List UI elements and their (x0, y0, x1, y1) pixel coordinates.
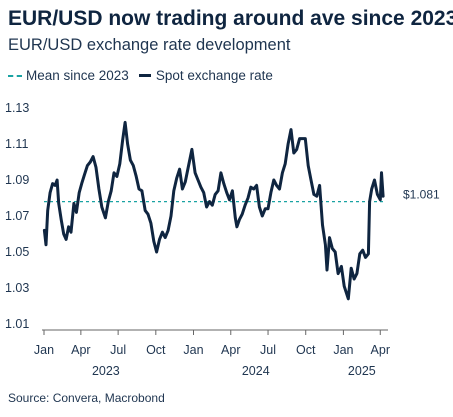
x-tick-label: Oct (146, 343, 166, 357)
mean-value-label: $1.081 (403, 188, 440, 202)
x-year-label: 2024 (242, 364, 270, 378)
x-tick-label: Jan (333, 343, 353, 357)
chart-title: EUR/USD now trading around ave since 202… (8, 7, 453, 30)
x-tick-label: Jan (34, 343, 54, 357)
y-tick-label: 1.03 (5, 281, 29, 295)
legend: Mean since 2023 Spot exchange rate (8, 68, 273, 83)
legend-swatch-mean (8, 74, 22, 77)
y-tick-label: 1.09 (5, 173, 29, 187)
x-year-label: 2023 (92, 364, 120, 378)
x-tick-label: Apr (371, 343, 390, 357)
source-note: Source: Convera, Macrobond (8, 391, 165, 405)
series-line-spot (42, 120, 385, 301)
legend-label-mean: Mean since 2023 (26, 68, 129, 83)
y-tick-label: 1.01 (5, 317, 29, 331)
chart-subtitle: EUR/USD exchange rate development (8, 36, 291, 54)
y-tick-label: 1.13 (5, 101, 29, 115)
x-tick-label: Jul (260, 343, 276, 357)
x-tick-label: Jan (183, 343, 203, 357)
legend-item-mean: Mean since 2023 (8, 68, 129, 83)
x-tick-label: Oct (296, 343, 316, 357)
x-tick-label: Apr (221, 343, 240, 357)
x-year-label: 2025 (348, 364, 376, 378)
legend-swatch-spot (138, 74, 151, 77)
y-tick-label: 1.07 (5, 209, 29, 223)
legend-label-spot: Spot exchange rate (155, 68, 273, 83)
y-tick-label: 1.05 (5, 245, 29, 259)
legend-item-spot: Spot exchange rate (129, 68, 273, 83)
x-tick-label: Jul (110, 343, 126, 357)
y-tick-label: 1.11 (5, 137, 28, 151)
x-tick-label: Apr (71, 343, 90, 357)
